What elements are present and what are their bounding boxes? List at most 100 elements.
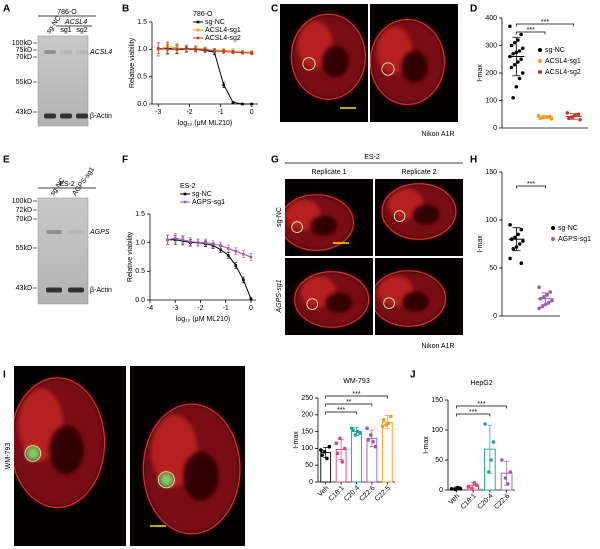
error-bar xyxy=(569,113,578,120)
cell-outline xyxy=(285,194,355,251)
error-bar xyxy=(369,429,375,448)
legend-marker xyxy=(196,36,200,40)
legend-label: sg-NC xyxy=(545,47,565,54)
dot xyxy=(470,486,474,491)
band xyxy=(60,113,72,119)
marker-label: 55kD xyxy=(16,245,32,252)
legend-label: ACSL4-sg1 xyxy=(545,58,581,65)
y-tick-label: 1.5 xyxy=(137,19,147,26)
error-bar xyxy=(512,36,521,77)
dot xyxy=(508,470,513,474)
dot xyxy=(389,414,393,419)
y-tick-label: 50 xyxy=(489,265,497,272)
credit: Nikon A1R xyxy=(421,343,454,350)
dot xyxy=(519,32,523,37)
y-tick-label: 0.0 xyxy=(137,101,147,108)
marker-label: 100kD xyxy=(12,198,32,205)
x-tick-label: -3 xyxy=(155,109,161,116)
dot xyxy=(520,71,525,75)
point xyxy=(219,244,222,247)
point xyxy=(181,238,185,242)
error-bar xyxy=(541,292,550,305)
significance-bracket xyxy=(456,413,491,417)
marker-label: 70kD xyxy=(16,54,32,61)
curve xyxy=(158,47,252,105)
significance-bracket xyxy=(325,403,373,407)
y-tick-label: 150 xyxy=(431,397,443,404)
dot xyxy=(503,476,508,480)
dot xyxy=(373,444,378,449)
nucleus xyxy=(182,450,220,502)
y-tick-label: 100 xyxy=(431,427,443,434)
roi xyxy=(157,471,175,489)
y-tick-label: 1.0 xyxy=(137,46,147,53)
cell-outline xyxy=(142,403,241,535)
band xyxy=(76,113,88,119)
nucleus xyxy=(309,214,338,237)
legend-marker xyxy=(538,59,542,63)
dot xyxy=(319,448,323,452)
y-axis-label: I-max xyxy=(293,431,300,449)
bar xyxy=(351,431,362,483)
point xyxy=(249,297,253,301)
dot xyxy=(384,423,388,427)
x-tick-label: C22:5 xyxy=(374,485,392,503)
dot xyxy=(512,62,517,67)
legend-marker xyxy=(196,28,200,32)
legend-label: sg-NC xyxy=(205,19,225,26)
dot xyxy=(472,481,477,485)
dot xyxy=(540,304,545,309)
significance-label: *** xyxy=(469,409,477,416)
dot xyxy=(508,24,512,29)
dot xyxy=(508,223,512,227)
roi xyxy=(291,221,303,233)
curve xyxy=(167,239,252,300)
panel-label: I xyxy=(3,370,6,381)
y-tick-label: 1.5 xyxy=(135,211,145,218)
target-label: β-Actin xyxy=(90,287,112,294)
panel-label: J xyxy=(410,370,416,381)
dot xyxy=(353,433,358,437)
y-tick-label: 250 xyxy=(301,395,313,402)
point xyxy=(156,46,160,50)
y-tick-label: 0.5 xyxy=(135,268,145,275)
x-tick-label: C22:6 xyxy=(493,493,511,511)
column-label: Replicate 2 xyxy=(401,169,436,176)
dot xyxy=(322,449,327,454)
point xyxy=(231,101,235,104)
band xyxy=(46,287,62,293)
dot xyxy=(381,418,386,422)
target-label: ACSL4 xyxy=(89,49,112,56)
significance-bracket xyxy=(325,411,357,415)
dot xyxy=(509,43,514,48)
band xyxy=(68,287,84,293)
x-tick-label: C18:1 xyxy=(460,493,478,511)
point xyxy=(234,264,238,267)
point xyxy=(211,242,215,246)
y-tick-label: 150 xyxy=(485,169,497,176)
dot xyxy=(320,453,324,457)
legend-marker xyxy=(183,200,187,204)
green-spot xyxy=(159,472,174,487)
micrograph-signal xyxy=(142,403,241,535)
chart-title: HepG2 xyxy=(470,380,492,387)
row-label: sg-NC xyxy=(276,207,283,227)
point xyxy=(249,255,253,259)
dot xyxy=(509,65,514,70)
y-tick-label: 50 xyxy=(435,457,443,464)
credit: Nikon A1R xyxy=(421,131,454,138)
cell-outline xyxy=(290,13,366,100)
x-tick-label: C20:4 xyxy=(343,485,361,503)
dot xyxy=(578,117,582,122)
x-tick-label: -1 xyxy=(223,305,229,312)
dot xyxy=(489,458,493,462)
legend-label: sg-NC xyxy=(558,225,578,232)
point xyxy=(189,240,192,243)
y-tick-label: 0.0 xyxy=(135,297,145,304)
column-label: Replicate 1 xyxy=(311,169,346,176)
blot xyxy=(37,197,89,305)
y-tick-label: 0 xyxy=(493,125,497,132)
legend-label: ACSL4-sg1 xyxy=(205,27,241,34)
dot xyxy=(514,84,519,89)
cell-glow xyxy=(370,19,445,105)
